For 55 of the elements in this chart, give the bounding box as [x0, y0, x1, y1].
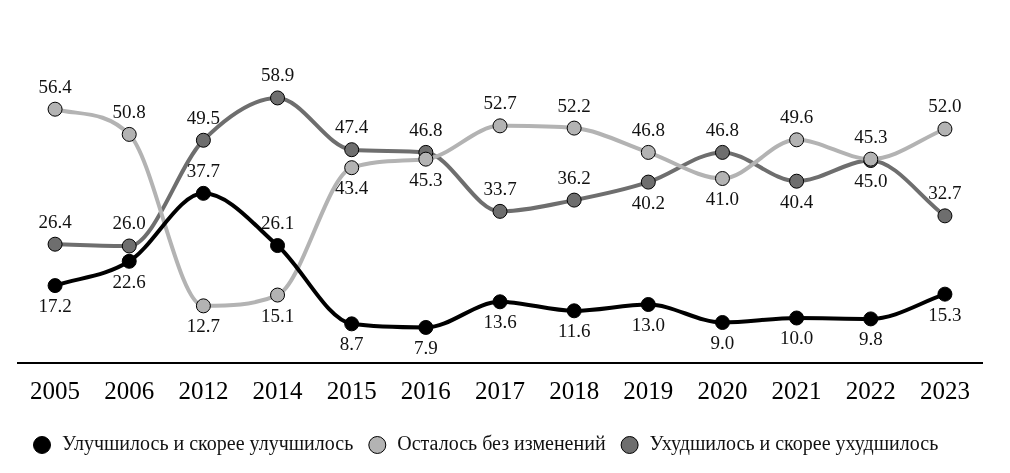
- data-label: 46.8: [409, 118, 443, 140]
- data-label: 46.8: [631, 118, 665, 140]
- data-label: 37.7: [186, 159, 221, 181]
- data-label: 15.3: [928, 303, 962, 325]
- legend-label: Улучшилось и скорее улучшилось: [62, 432, 354, 456]
- x-tick-label: 2006: [104, 376, 155, 404]
- x-tick-label: 2005: [30, 376, 81, 404]
- x-tick-label: 2012: [178, 376, 229, 404]
- data-label: 52.7: [483, 92, 517, 114]
- data-label: 9.0: [710, 331, 735, 353]
- x-tick-label: 2019: [623, 376, 674, 404]
- data-label: 13.0: [631, 313, 665, 335]
- x-tick-label: 2014: [252, 376, 304, 404]
- data-label: 13.6: [483, 311, 517, 333]
- data-label: 26.0: [112, 212, 146, 234]
- data-label: 40.2: [631, 191, 665, 213]
- data-label: 17.2: [38, 295, 72, 317]
- x-tick-label: 2021: [771, 376, 822, 404]
- data-label: 45.3: [854, 125, 888, 147]
- data-label: 41.0: [705, 187, 740, 209]
- data-label: 9.8: [858, 328, 883, 350]
- x-tick-label: 2015: [326, 376, 377, 404]
- legend-label: Ухудшилось и скорее ухудшилось: [649, 432, 939, 456]
- data-label: 26.4: [38, 210, 73, 232]
- data-label: 52.0: [928, 95, 962, 117]
- data-label: 49.5: [186, 106, 221, 128]
- data-label: 10.0: [779, 327, 814, 349]
- data-label: 22.6: [112, 270, 146, 292]
- data-label: 47.4: [335, 116, 369, 138]
- x-tick-label: 2023: [919, 376, 970, 404]
- x-tick-label: 2016: [400, 376, 451, 404]
- data-label: 7.9: [413, 336, 438, 358]
- x-tick-label: 2020: [697, 376, 748, 404]
- data-label: 58.9: [260, 64, 295, 86]
- data-label: 12.7: [186, 315, 221, 337]
- data-label: 8.7: [339, 333, 364, 355]
- data-label: 46.8: [705, 118, 740, 140]
- x-tick-label: 2017: [475, 376, 525, 404]
- data-label: 45.3: [409, 168, 443, 190]
- data-label: 49.6: [779, 106, 814, 128]
- data-label: 52.2: [557, 94, 591, 116]
- data-label: 32.7: [928, 182, 962, 204]
- data-label: 40.4: [779, 190, 814, 212]
- data-label: 36.2: [557, 166, 591, 188]
- data-label: 26.1: [260, 212, 295, 234]
- data-label: 33.7: [483, 177, 517, 199]
- x-tick-label: 2022: [845, 376, 896, 404]
- data-label: 56.4: [38, 75, 73, 97]
- data-label: 45.0: [854, 169, 888, 191]
- data-label: 43.4: [335, 177, 369, 199]
- x-tick-label: 2018: [549, 376, 600, 404]
- data-label: 50.8: [112, 100, 146, 122]
- data-label: 15.1: [260, 304, 295, 326]
- legend-label: Осталось без изменений: [397, 432, 606, 455]
- data-label: 11.6: [557, 320, 591, 342]
